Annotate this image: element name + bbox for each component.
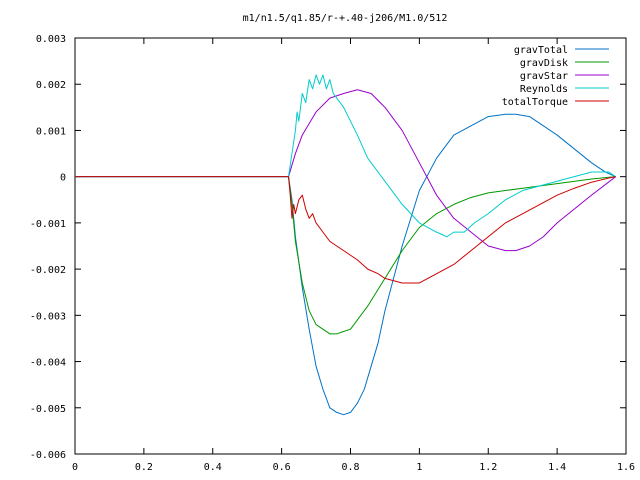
- x-tick-label: 0: [72, 462, 78, 473]
- chart-title: m1/n1.5/q1.85/r-+.40-j206/M1.0/512: [243, 13, 448, 24]
- x-tick-label: 0.8: [341, 462, 359, 473]
- legend-label: gravDisk: [520, 58, 568, 69]
- legend-label: Reynolds: [520, 84, 568, 95]
- series-line-gravdisk: [75, 176, 616, 335]
- series-line-gravtotal: [75, 113, 616, 416]
- legend-label: gravStar: [520, 71, 568, 82]
- x-tick-label: 1.4: [548, 462, 566, 473]
- y-tick-label: -0.003: [30, 311, 66, 322]
- x-tick-label: 0.4: [204, 462, 222, 473]
- x-tick-label: 1.2: [479, 462, 497, 473]
- y-tick-label: -0.002: [30, 265, 66, 276]
- legend: gravTotal gravDisk gravStar Reynolds totalTo…: [502, 45, 609, 108]
- y-tick-label: -0.004: [30, 358, 66, 369]
- y-tick-label: 0.002: [36, 80, 66, 91]
- y-tick-label: -0.006: [30, 450, 66, 461]
- x-tick-label: 1.6: [617, 462, 635, 473]
- x-tick-label: 0.2: [135, 462, 153, 473]
- y-tick-label: 0.003: [36, 34, 66, 45]
- series-line-reynolds: [75, 74, 616, 238]
- y-tick-label: -0.001: [30, 219, 66, 230]
- y-tick-label: 0: [60, 173, 66, 184]
- y-tick-label: 0.001: [36, 126, 66, 137]
- legend-label: totalTorque: [502, 97, 568, 108]
- y-tick-label: -0.005: [30, 404, 66, 415]
- legend-label: gravTotal: [514, 45, 568, 56]
- series-line-totaltorque: [75, 176, 616, 284]
- series-line-gravstar: [75, 89, 616, 252]
- x-tick-label: 0.6: [273, 462, 291, 473]
- x-tick-label: 1: [416, 462, 422, 473]
